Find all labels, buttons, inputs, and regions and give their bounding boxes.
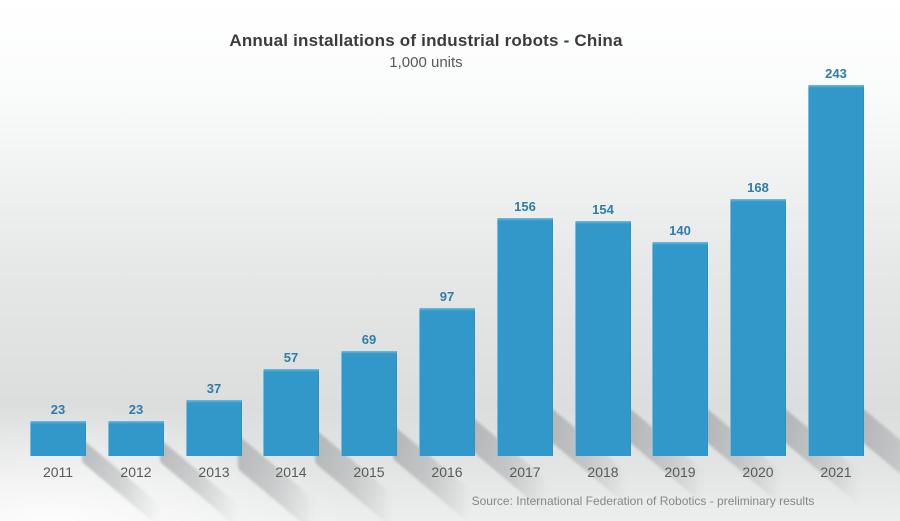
bar-2012	[108, 421, 164, 456]
bar-value-label: 140	[669, 223, 691, 238]
bar-value-label: 168	[747, 180, 769, 195]
chart-subtitle: 1,000 units	[389, 54, 463, 71]
bar-2020	[730, 199, 786, 456]
x-axis-tick-label: 2017	[509, 464, 541, 480]
bar-value-label: 23	[128, 402, 144, 417]
chart-header: Annual installations of industrial robot…	[0, 31, 852, 71]
bar-value-label: 154	[592, 202, 614, 217]
x-axis-tick-label: 2014	[275, 464, 307, 480]
x-axis-tick-label: 2015	[353, 464, 385, 480]
x-axis-tick-label: 2016	[431, 464, 463, 480]
x-axis-tick-label: 2013	[198, 464, 230, 480]
bar-value-label: 37	[206, 381, 222, 396]
chart-title: Annual installations of industrial robot…	[229, 31, 623, 50]
bar-value-label: 243	[825, 66, 847, 81]
bar-2021	[808, 85, 864, 456]
x-axis-tick-label: 2019	[664, 464, 696, 480]
bar-2019	[652, 242, 708, 456]
x-axis-tick-label: 2020	[742, 464, 774, 480]
bar-value-label: 69	[361, 332, 377, 347]
bar-2016	[419, 308, 475, 456]
x-axis-tick-label: 2011	[42, 464, 74, 480]
x-axis-tick-label: 2018	[587, 464, 619, 480]
bar-2015	[341, 351, 397, 456]
bar-value-label: 57	[283, 350, 299, 365]
bar-2018	[575, 221, 631, 456]
x-axis-tick-label: 2012	[120, 464, 152, 480]
bar-2017	[497, 218, 553, 456]
bar-2014	[263, 369, 319, 456]
bar-2013	[186, 400, 242, 456]
bar-value-label: 97	[439, 289, 455, 304]
bar-value-label: 23	[50, 402, 66, 417]
source-caption: Source: International Federation of Robo…	[471, 494, 815, 508]
x-axis-tick-label: 2021	[820, 464, 852, 480]
bar-2011	[30, 421, 86, 456]
bar-plot-area: 23 2011 23 2012 37 2013 57 2014 69 2015 97 2016 156 2…	[30, 66, 900, 521]
bar-value-label: 156	[514, 199, 536, 214]
